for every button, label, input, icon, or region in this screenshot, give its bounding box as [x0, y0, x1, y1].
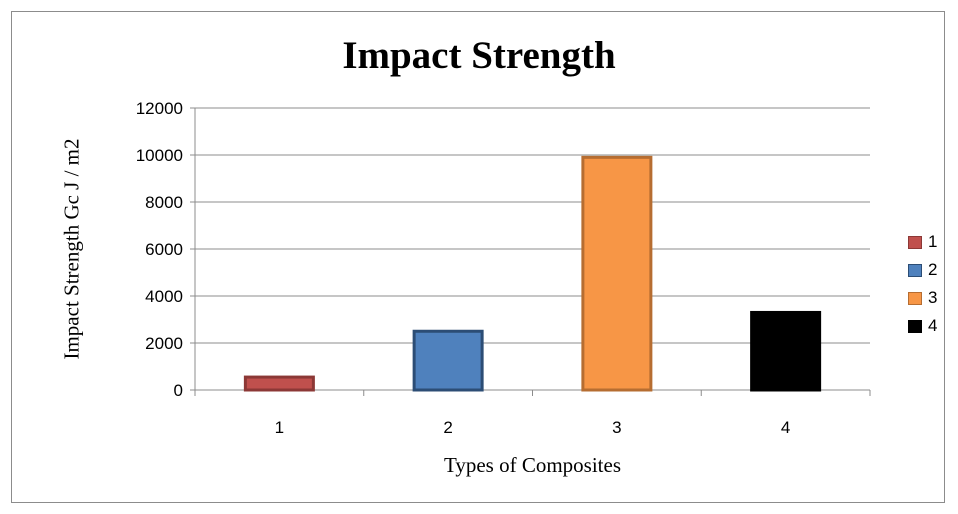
- legend-item: 4: [908, 312, 937, 340]
- legend-swatch: [908, 291, 922, 305]
- legend-item: 2: [908, 256, 937, 284]
- y-tick-label: 10000: [136, 146, 183, 165]
- chart-title: Impact Strength: [342, 34, 616, 77]
- y-tick-label: 0: [174, 381, 183, 400]
- y-tick-label: 6000: [145, 240, 183, 259]
- x-tick-label: 3: [612, 418, 621, 437]
- legend-swatch: [908, 263, 922, 277]
- legend-swatch: [908, 235, 922, 249]
- legend-label: 1: [928, 232, 938, 251]
- bar-1: [243, 375, 315, 392]
- y-tick-label: 12000: [136, 99, 183, 118]
- legend-label: 4: [928, 316, 938, 335]
- x-tick-label: 4: [781, 418, 790, 437]
- legend-item: 1: [908, 228, 937, 256]
- legend-label: 3: [928, 288, 938, 307]
- chart-frame: [11, 11, 945, 503]
- bar-4: [750, 310, 822, 392]
- y-tick-label: 4000: [145, 287, 183, 306]
- x-tick-label: 2: [443, 418, 452, 437]
- x-axis-label: Types of Composites: [443, 453, 622, 477]
- y-tick-label: 2000: [145, 334, 183, 353]
- legend-swatch: [908, 319, 922, 333]
- bar-3: [581, 155, 653, 392]
- legend-item: 3: [908, 284, 937, 312]
- y-tick-label: 8000: [145, 193, 183, 212]
- chart-legend: 1 2 3 4: [908, 228, 937, 340]
- x-tick-label: 1: [275, 418, 284, 437]
- legend-label: 2: [928, 260, 938, 279]
- bar-2: [412, 329, 484, 392]
